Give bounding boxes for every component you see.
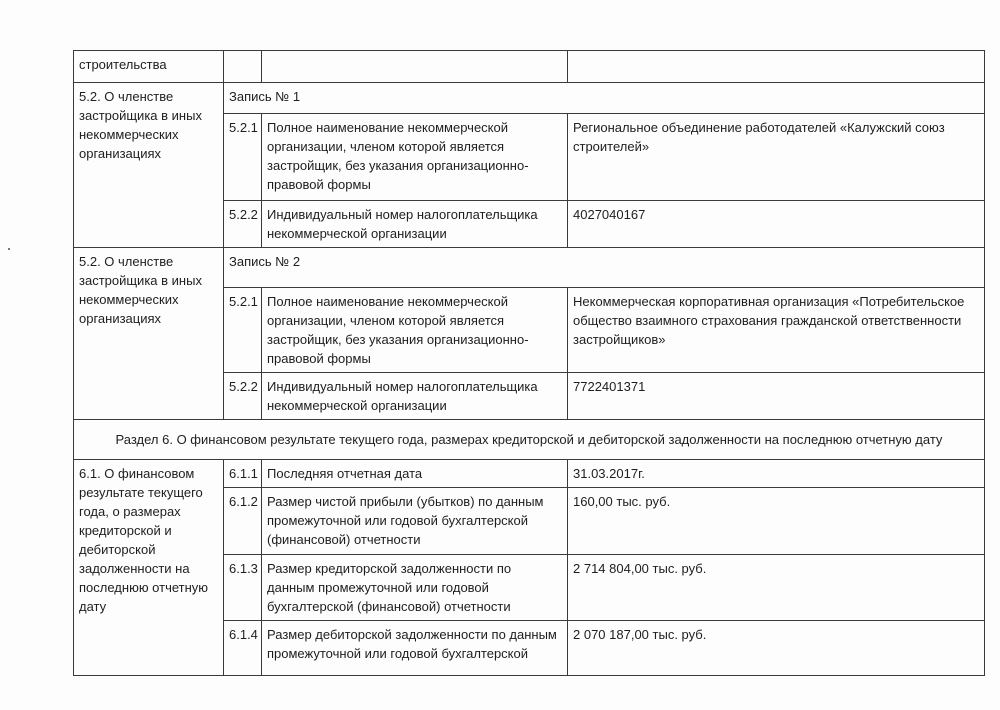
table-row: 5.2.1 Полное наименование некоммерческой… [74,113,985,201]
table-row: 6.1.2 Размер чистой прибыли (убытков) по… [74,487,985,555]
table-row: 5.2.2 Индивидуальный номер налогоплатель… [74,200,985,248]
section-label: 6.1. О финансовом результате текущего го… [73,459,224,676]
row-label: Полное наименование некоммерческой орган… [261,113,568,201]
row-label: Индивидуальный номер налогоплательщика н… [261,372,568,420]
table-row: 6.1. О финансовом результате текущего го… [73,459,985,676]
row-value: 4027040167 [567,200,985,248]
section-label: 5.2. О членстве застройщика в иных неком… [73,82,224,248]
row-value: Региональное объединение работодателей «… [567,113,985,201]
row-code: 5.2.2 [223,200,262,248]
row-code: 5.2.1 [223,113,262,201]
row-label: Последняя отчетная дата [261,459,568,488]
table-row: 5.2.2 Индивидуальный номер налогоплатель… [74,372,985,420]
row-code: 6.1.2 [223,487,262,555]
row-value: 7722401371 [567,372,985,420]
section-label: 5.2. О членстве застройщика в иных неком… [73,247,224,420]
record-header: Запись № 2 [223,247,985,288]
row-value: 2 714 804,00 тыс. руб. [567,554,985,621]
empty-cell [261,50,568,83]
empty-cell [223,50,262,83]
row-code: 5.2.2 [223,372,262,420]
row-value: Некоммерческая корпоративная организация… [567,287,985,373]
row-label: строительства [73,50,224,83]
table-row: 6.1.4 Размер дебиторской задолженности п… [74,620,985,676]
section-title: Раздел 6. О финансовом результате текуще… [73,419,985,460]
row-label: Размер чистой прибыли (убытков) по данны… [261,487,568,555]
table-row: строительства [73,50,985,83]
row-label: Размер дебиторской задолженности по данн… [261,620,568,676]
table-row: 6.1.3 Размер кредиторской задолженности … [74,554,985,621]
row-code: 6.1.4 [223,620,262,676]
table-row: Раздел 6. О финансовом результате текуще… [73,419,985,460]
row-code: 6.1.1 [223,459,262,488]
row-code: 6.1.3 [223,554,262,621]
row-value: 31.03.2017г. [567,459,985,488]
record-header: Запись № 1 [223,82,985,114]
table-row: 5.2.1 Полное наименование некоммерческой… [74,287,985,373]
table-row: 5.2. О членстве застройщика в иных неком… [73,82,985,248]
disclosure-table: строительства 5.2. О членстве застройщик… [73,50,985,676]
table-row: 5.2. О членстве застройщика в иных неком… [73,247,985,420]
row-value: 2 070 187,00 тыс. руб. [567,620,985,676]
row-label: Размер кредиторской задолженности по дан… [261,554,568,621]
scan-speck [8,248,10,250]
row-code: 5.2.1 [223,287,262,373]
row-label: Полное наименование некоммерческой орган… [261,287,568,373]
row-value: 160,00 тыс. руб. [567,487,985,555]
empty-cell [567,50,985,83]
row-label: Индивидуальный номер налогоплательщика н… [261,200,568,248]
